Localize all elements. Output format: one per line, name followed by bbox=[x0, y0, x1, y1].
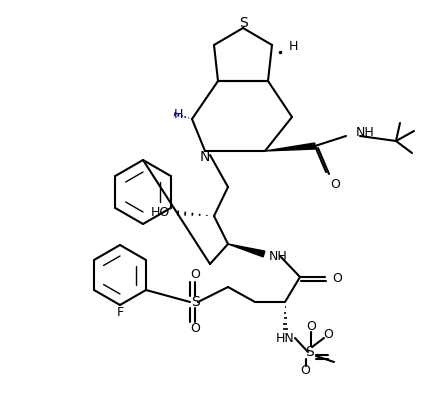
Text: HO: HO bbox=[150, 205, 169, 218]
Text: F: F bbox=[116, 306, 124, 319]
Text: O: O bbox=[323, 328, 333, 341]
Polygon shape bbox=[265, 143, 315, 151]
Text: HN: HN bbox=[276, 332, 294, 344]
Text: O: O bbox=[306, 319, 316, 333]
Text: H: H bbox=[288, 40, 297, 54]
Text: O: O bbox=[330, 178, 340, 191]
Polygon shape bbox=[228, 244, 265, 257]
Text: O: O bbox=[190, 323, 200, 335]
Text: NH: NH bbox=[355, 126, 374, 139]
Text: O: O bbox=[300, 364, 310, 377]
Text: H: H bbox=[173, 108, 183, 121]
Text: S: S bbox=[239, 16, 248, 30]
Text: S: S bbox=[190, 295, 199, 309]
Text: NH: NH bbox=[268, 250, 287, 263]
Text: O: O bbox=[190, 268, 200, 281]
Text: S: S bbox=[306, 345, 314, 359]
Text: O: O bbox=[332, 272, 342, 285]
Text: N: N bbox=[200, 150, 210, 164]
